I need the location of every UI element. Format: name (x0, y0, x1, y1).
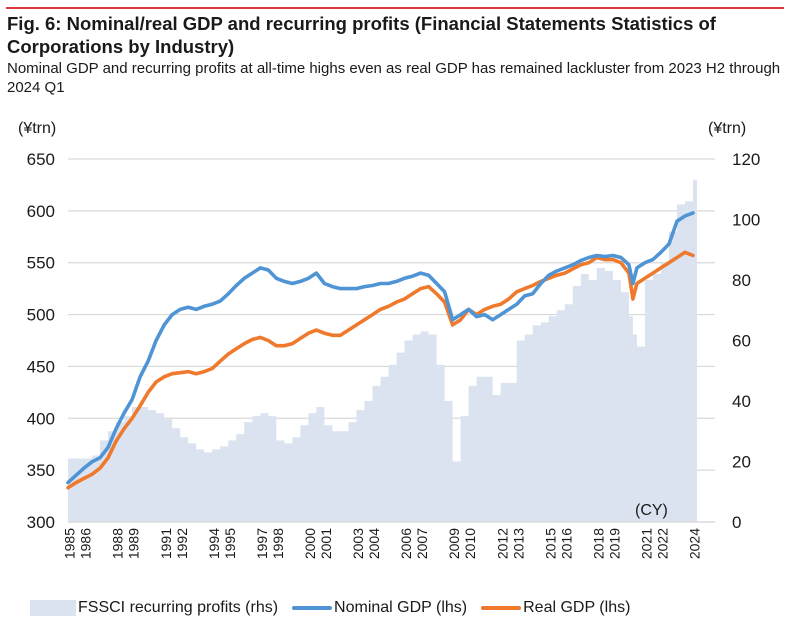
chart-subtitle: Nominal GDP and recurring profits at all… (7, 60, 781, 96)
y-right-tick-label: 100 (732, 211, 760, 230)
x-tick-label: 2013 (510, 528, 526, 559)
y-left-tick-label: 400 (27, 409, 55, 428)
gdp-lines-layer (66, 211, 695, 490)
y-left-tick-label: 350 (27, 461, 55, 480)
x-tick-label: 1989 (126, 528, 142, 559)
x-tick-label: 1991 (158, 528, 174, 559)
x-tick-label: 2003 (350, 528, 366, 559)
x-tick-label: 1994 (206, 528, 222, 559)
x-tick-label: 1986 (78, 528, 94, 559)
y-left-tick-label: 650 (27, 150, 55, 169)
real-gdp-line (66, 250, 695, 490)
x-tick-label: 2012 (494, 528, 510, 559)
legend-item-profits: FSSCI recurring profits (rhs) (30, 599, 278, 617)
x-tick-label: 1997 (254, 528, 270, 559)
profits-area-layer (68, 180, 697, 523)
legend-label-real-gdp: Real GDP (lhs) (523, 599, 631, 616)
legend-item-nominal-gdp: Nominal GDP (lhs) (292, 599, 467, 617)
y-right-tick-label: 60 (732, 332, 751, 351)
x-tick-label: 2007 (414, 528, 430, 559)
chart-title: Fig. 6: Nominal/real GDP and recurring p… (7, 13, 716, 57)
x-tick-label: 2022 (655, 528, 671, 559)
legend-swatch-profits (30, 600, 76, 616)
y-right-tick-label: 120 (732, 150, 760, 169)
x-tick-label: 2024 (687, 528, 703, 559)
x-tick-label: 2000 (302, 528, 318, 559)
y-right-tick-label: 20 (732, 453, 751, 472)
legend-item-real-gdp: Real GDP (lhs) (481, 599, 630, 617)
y-left-tick-label: 500 (27, 306, 55, 325)
x-tick-label: 2001 (318, 528, 334, 559)
y-left-tick-label: 550 (27, 254, 55, 273)
profits-area (68, 180, 697, 523)
top-accent-rule (6, 7, 784, 9)
x-tick-label: 1988 (110, 528, 126, 559)
x-tick-label: 1992 (174, 528, 190, 559)
x-tick-label: 1998 (270, 528, 286, 559)
y-right-tick-label: 40 (732, 392, 751, 411)
right-axis-unit: (¥trn) (708, 120, 746, 137)
y-left-tick-label: 300 (27, 513, 55, 532)
x-axis-unit: (CY) (635, 502, 668, 519)
x-tick-label: 2004 (366, 528, 382, 559)
y-left-tick-label: 450 (27, 357, 55, 376)
x-tick-label: 2018 (590, 528, 606, 559)
y-right-tick-label: 80 (732, 271, 751, 290)
x-tick-label: 2006 (398, 528, 414, 559)
y-right-tick-label: 0 (732, 513, 741, 532)
legend: FSSCI recurring profits (rhs) Nominal GD… (30, 596, 644, 620)
legend-swatch-real-gdp (481, 606, 522, 610)
legend-swatch-nominal-gdp (292, 606, 333, 610)
nominal-gdp-line (66, 211, 695, 485)
left-axis-unit: (¥trn) (18, 120, 56, 137)
x-tick-label: 1985 (62, 528, 78, 559)
legend-label-nominal-gdp: Nominal GDP (lhs) (334, 599, 468, 616)
x-tick-label: 2016 (558, 528, 574, 559)
x-tick-label: 2015 (542, 528, 558, 559)
x-tick-label: 2010 (462, 528, 478, 559)
x-tick-label: 1995 (222, 528, 238, 559)
x-tick-label: 2019 (606, 528, 622, 559)
x-tick-label: 2009 (446, 528, 462, 559)
x-tick-label: 2021 (639, 528, 655, 559)
legend-label-profits: FSSCI recurring profits (rhs) (78, 599, 279, 616)
axes-layer: 6506005505004504003503001201008060402001… (27, 150, 761, 559)
y-left-tick-label: 600 (27, 202, 55, 221)
